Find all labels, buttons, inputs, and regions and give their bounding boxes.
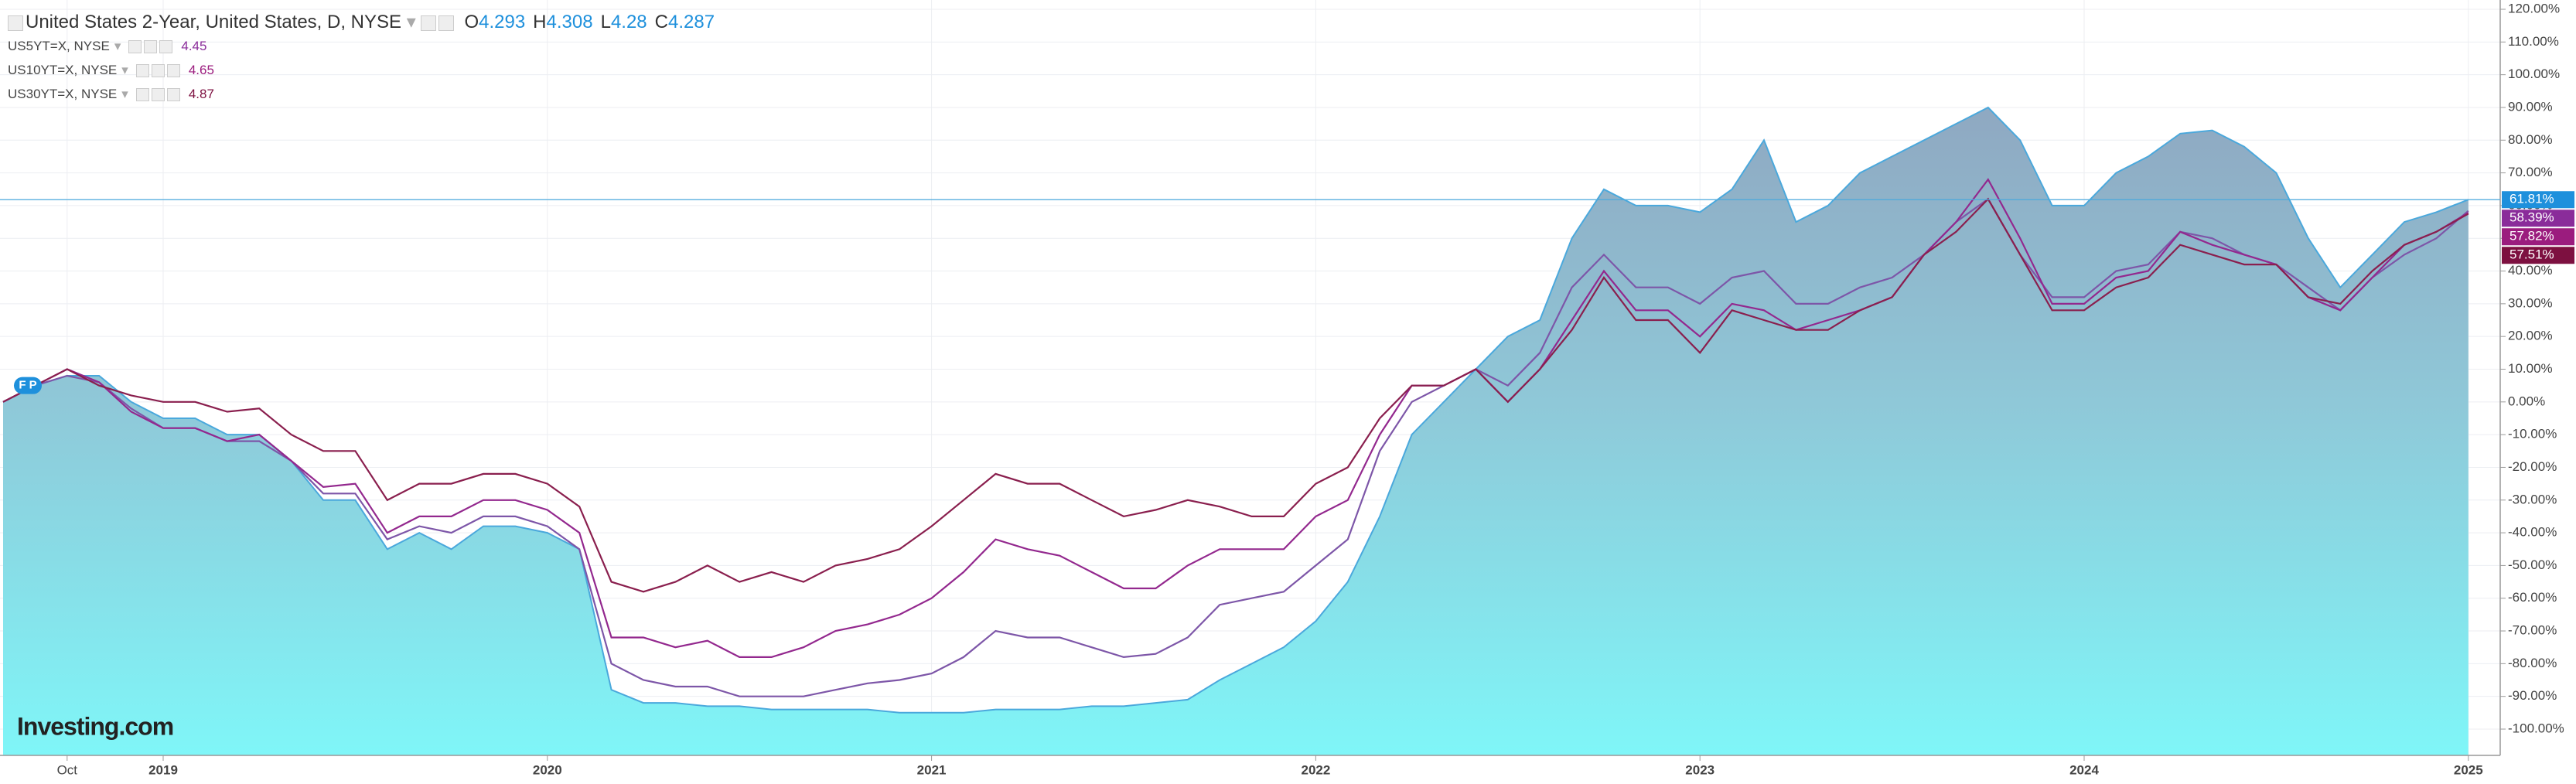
- ohlc-value: 4.287: [668, 12, 715, 32]
- ohlc-value: 4.28: [610, 12, 647, 32]
- chart-title: United States 2-Year, United States, D, …: [26, 12, 402, 32]
- price-label: 61.81%: [2509, 192, 2554, 206]
- dropdown[interactable]: ▾: [121, 87, 128, 101]
- settings-icon[interactable]: [421, 15, 437, 31]
- y-tick-label: 120.00%: [2508, 1, 2560, 15]
- legend-value: 4.45: [181, 39, 207, 53]
- ohlc: O4.293 H4.308 L4.28 C4.287: [456, 12, 715, 32]
- y-tick-label: 10.00%: [2508, 361, 2553, 376]
- price-label-box: [2502, 210, 2574, 227]
- dropdown[interactable]: ▾: [121, 63, 128, 77]
- x-tick-label: 2023: [1685, 762, 1714, 777]
- dropdown[interactable]: ▾: [406, 12, 416, 32]
- badge: F P: [19, 379, 36, 392]
- y-tick-label: 70.00%: [2508, 165, 2553, 179]
- legend-icon[interactable]: [135, 88, 149, 102]
- badge-box: [14, 377, 42, 394]
- y-tick-label: -70.00%: [2508, 623, 2557, 638]
- legend-row: US30YT=X, NYSE ▾ 4.87: [8, 87, 214, 102]
- ohlc-key: O: [464, 12, 479, 32]
- y-tick-label: -90.00%: [2508, 688, 2557, 703]
- price-label: 57.51%: [2509, 247, 2554, 262]
- price-label: 57.82%: [2509, 229, 2554, 244]
- legend-name: US10YT=X, NYSE: [8, 63, 118, 77]
- y-tick-label: 110.00%: [2508, 34, 2559, 49]
- price-label-box: [2502, 228, 2574, 246]
- x-tick-label: 2024: [2069, 762, 2099, 777]
- ohlc-key: H: [533, 12, 547, 32]
- legend-value: 4.65: [188, 63, 214, 77]
- legend-icon[interactable]: [144, 40, 158, 54]
- y-tick-label: -80.00%: [2508, 656, 2557, 670]
- y-tick-label: 100.00%: [2508, 66, 2560, 81]
- ohlc-key: C: [654, 12, 668, 32]
- line: [2, 197, 2469, 697]
- legend-icon[interactable]: [151, 88, 165, 102]
- line: [2, 197, 2469, 593]
- ohlc-key: L: [600, 12, 611, 32]
- legend-icon[interactable]: [128, 40, 142, 54]
- eye-icon[interactable]: [438, 15, 455, 31]
- y-tick-label: -10.00%: [2508, 427, 2557, 441]
- line: [2, 178, 2469, 658]
- legend-icon[interactable]: [159, 40, 173, 54]
- price-label-box: [2502, 247, 2574, 264]
- x-tick-label: 2022: [1301, 762, 1330, 777]
- y-tick-label: -50.00%: [2508, 557, 2557, 572]
- header: United States 2-Year, United States, D, …: [8, 11, 715, 33]
- y-tick-label: 0.00%: [2508, 394, 2545, 408]
- legend-icon[interactable]: [166, 64, 180, 78]
- y-tick-label: 40.00%: [2508, 263, 2553, 278]
- dropdown[interactable]: ▾: [114, 39, 121, 53]
- price-label-box: [2502, 191, 2574, 209]
- y-tick-label: 90.00%: [2508, 99, 2553, 114]
- x-tick-label: 2025: [2454, 762, 2483, 777]
- ohlc-value: 4.308: [546, 12, 593, 32]
- y-tick-label: 30.00%: [2508, 295, 2553, 310]
- x-tick-label: 2021: [917, 762, 947, 777]
- y-tick-label: 20.00%: [2508, 329, 2553, 343]
- logo: Investing.com: [17, 712, 173, 740]
- y-tick-label: -60.00%: [2508, 590, 2557, 605]
- line: [2, 106, 2469, 714]
- x-tick-label: 2020: [533, 762, 562, 777]
- x-tick-label: 2019: [148, 762, 178, 777]
- y-tick-label: 80.00%: [2508, 132, 2553, 147]
- x-tick-label: Oct: [57, 762, 78, 777]
- y-tick-label: -20.00%: [2508, 459, 2557, 474]
- y-tick-label: -40.00%: [2508, 525, 2557, 540]
- y-tick-label: -30.00%: [2508, 492, 2557, 506]
- legend-icon[interactable]: [151, 64, 165, 78]
- legend-row: US10YT=X, NYSE ▾ 4.65: [8, 63, 214, 78]
- ohlc-value: 4.293: [479, 12, 526, 32]
- collapse-icon[interactable]: [8, 15, 23, 31]
- legend-icon[interactable]: [135, 64, 149, 78]
- legend-name: US30YT=X, NYSE: [8, 87, 118, 101]
- area: [3, 107, 2469, 755]
- legend-icon[interactable]: [166, 88, 180, 102]
- legend-row: US5YT=X, NYSE ▾ 4.45: [8, 39, 206, 54]
- legend-value: 4.87: [188, 87, 214, 101]
- price-label: 58.39%: [2509, 210, 2554, 225]
- y-tick-label: -100.00%: [2508, 721, 2564, 735]
- legend-name: US5YT=X, NYSE: [8, 39, 110, 53]
